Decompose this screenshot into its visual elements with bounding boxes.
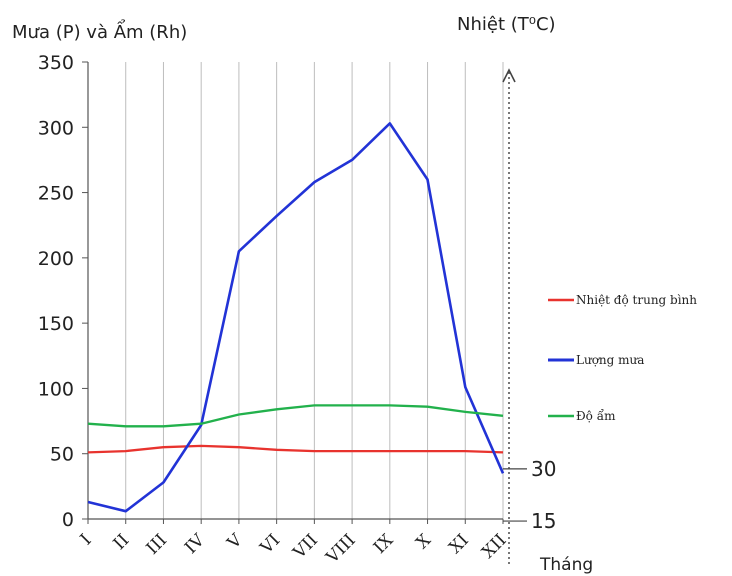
right-axis-arrow — [502, 68, 516, 83]
right-tick-label: 30 — [531, 457, 556, 481]
y-tick-label: 100 — [38, 378, 74, 400]
x-tick-label: VI — [256, 530, 284, 558]
series-line-1 — [87, 444, 504, 454]
legend-label: Lượng mưa — [576, 353, 644, 367]
y-tick-label: 200 — [38, 248, 74, 270]
x-tick-label: III — [143, 530, 171, 558]
right-axis: 30 15 — [502, 68, 556, 565]
x-tick-label: IV — [181, 530, 209, 558]
y-tick-label: 150 — [38, 313, 74, 335]
legend-label: Độ ẩm — [576, 408, 616, 423]
y-tick-label: 0 — [62, 509, 74, 531]
x-tick-label: XI — [445, 530, 472, 557]
x-tick-label: X — [412, 530, 435, 553]
y-tick-label: 350 — [38, 52, 74, 74]
series-line-3 — [87, 404, 504, 428]
right-tick-label: 15 — [531, 509, 556, 533]
x-tick-label: I — [77, 530, 96, 549]
x-tick-label: V — [223, 530, 247, 554]
x-ticks: I II III IV V VI VII VIII IX X XI XII — [77, 519, 511, 568]
grid — [87, 62, 504, 519]
series — [87, 122, 505, 513]
y-tick-label: 250 — [38, 183, 74, 205]
series-line-2 — [87, 122, 505, 513]
x-tick-label: II — [110, 530, 134, 554]
x-tick-label: VIII — [322, 530, 360, 568]
axes — [87, 62, 503, 520]
x-axis-title: Tháng — [539, 555, 593, 575]
legend-label: Nhiệt độ trung bình — [576, 293, 697, 307]
y-tick-label: 50 — [50, 444, 74, 466]
left-axis-title: Mưa (P) và Ẩm (Rh) — [12, 19, 187, 43]
right-axis-title: Nhiệt (T⁰C) — [457, 14, 556, 35]
x-tick-label: XII — [478, 530, 510, 562]
y-ticks: 0 50 100 150 200 250 300 350 — [38, 52, 88, 531]
y-tick-label: 300 — [38, 117, 74, 139]
legend: Nhiệt độ trung bình Lượng mưa Độ ẩm — [548, 293, 697, 423]
x-tick-label: VII — [289, 530, 322, 563]
x-tick-label: IX — [370, 530, 398, 558]
